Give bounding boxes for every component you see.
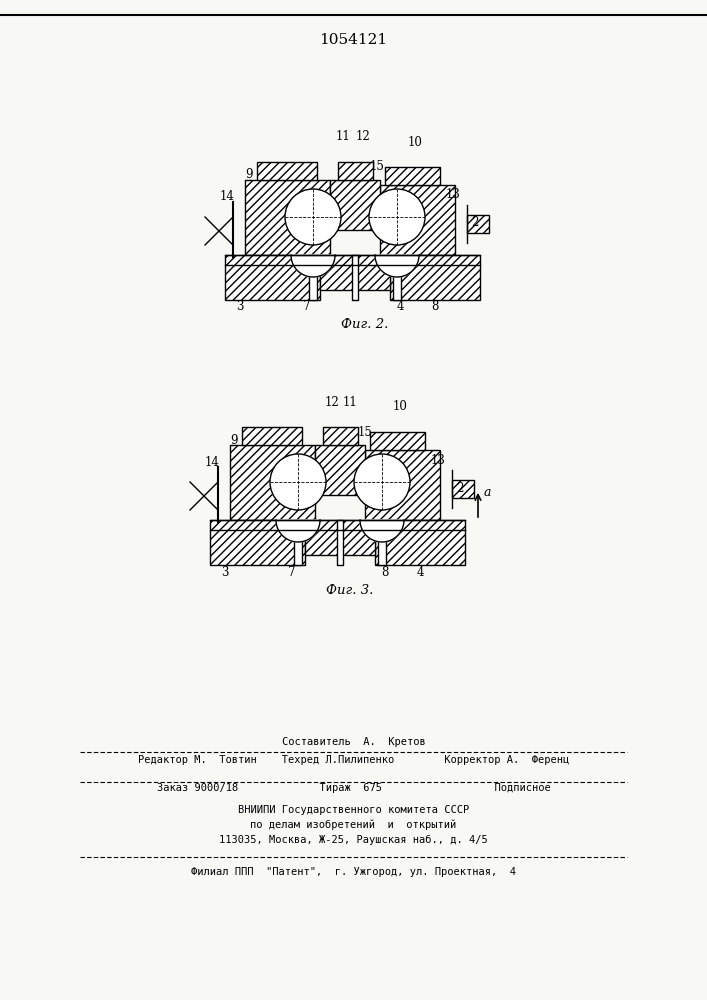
Bar — [257, 162, 317, 180]
Text: 14: 14 — [220, 190, 235, 204]
Bar — [225, 255, 320, 300]
Bar — [385, 167, 440, 185]
Bar — [315, 445, 365, 495]
Polygon shape — [291, 255, 335, 277]
Text: 11: 11 — [343, 395, 357, 408]
Text: 12: 12 — [325, 395, 339, 408]
Circle shape — [354, 454, 410, 510]
Text: 4: 4 — [396, 300, 404, 314]
Circle shape — [369, 189, 425, 245]
Text: 15: 15 — [358, 426, 373, 438]
Text: 11: 11 — [336, 130, 351, 143]
Circle shape — [270, 454, 326, 510]
Text: 2: 2 — [456, 482, 464, 494]
Bar — [365, 450, 440, 520]
Text: Фиг. 2.: Фиг. 2. — [341, 318, 389, 332]
Bar — [380, 185, 455, 255]
Bar — [393, 255, 401, 300]
Text: 9: 9 — [245, 168, 252, 182]
Bar — [352, 255, 358, 300]
Bar — [375, 520, 465, 565]
Bar — [337, 162, 373, 180]
Bar — [330, 180, 380, 230]
Text: Заказ 9000/18             Тираж  675                  Подписное: Заказ 9000/18 Тираж 675 Подписное — [157, 783, 550, 793]
Text: 13: 13 — [431, 454, 445, 466]
Text: 9: 9 — [230, 434, 238, 446]
Bar — [305, 520, 375, 555]
Text: 3: 3 — [221, 566, 229, 578]
Polygon shape — [276, 520, 320, 542]
Text: 12: 12 — [356, 130, 370, 143]
Text: 7: 7 — [288, 566, 296, 578]
Text: 8: 8 — [431, 300, 438, 314]
Bar — [337, 520, 343, 565]
Bar — [378, 520, 386, 565]
Text: Редактор М.  Товтин    Техред Л.Пилипенко        Корректор А.  Ференц: Редактор М. Товтин Техред Л.Пилипенко Ко… — [138, 755, 569, 765]
Text: по делам изобретений  и  открытий: по делам изобретений и открытий — [250, 820, 457, 830]
Text: a: a — [484, 486, 491, 498]
Bar — [322, 427, 358, 445]
Bar — [230, 445, 315, 520]
Bar — [452, 480, 474, 498]
Text: 113035, Москва, Ж-25, Раушская наб., д. 4/5: 113035, Москва, Ж-25, Раушская наб., д. … — [219, 835, 488, 845]
Bar — [309, 255, 317, 300]
Polygon shape — [360, 520, 404, 542]
Bar — [370, 432, 425, 450]
Text: 2: 2 — [472, 217, 479, 230]
Text: Фиг. 3.: Фиг. 3. — [327, 584, 374, 596]
Bar — [210, 520, 305, 565]
Text: 15: 15 — [370, 160, 385, 174]
Bar — [294, 520, 302, 565]
Text: Филиал ППП  "Патент",  г. Ужгород, ул. Проектная,  4: Филиал ППП "Патент", г. Ужгород, ул. Про… — [191, 867, 516, 877]
Text: 7: 7 — [303, 300, 311, 314]
Text: Составитель  А.  Кретов: Составитель А. Кретов — [281, 737, 426, 747]
Polygon shape — [375, 255, 419, 277]
Text: 13: 13 — [445, 188, 460, 202]
Bar — [242, 427, 302, 445]
Bar — [467, 215, 489, 233]
Text: 10: 10 — [392, 400, 407, 414]
Bar — [245, 180, 330, 255]
Text: 4: 4 — [416, 566, 423, 578]
Text: 14: 14 — [204, 456, 219, 468]
Bar — [390, 255, 480, 300]
Text: 10: 10 — [407, 135, 423, 148]
Bar — [320, 255, 390, 290]
Text: 3: 3 — [236, 300, 244, 314]
Circle shape — [285, 189, 341, 245]
Text: 1054121: 1054121 — [319, 33, 387, 47]
Text: ВНИИПИ Государственного комитета СССР: ВНИИПИ Государственного комитета СССР — [238, 805, 469, 815]
Text: 8: 8 — [381, 566, 389, 578]
